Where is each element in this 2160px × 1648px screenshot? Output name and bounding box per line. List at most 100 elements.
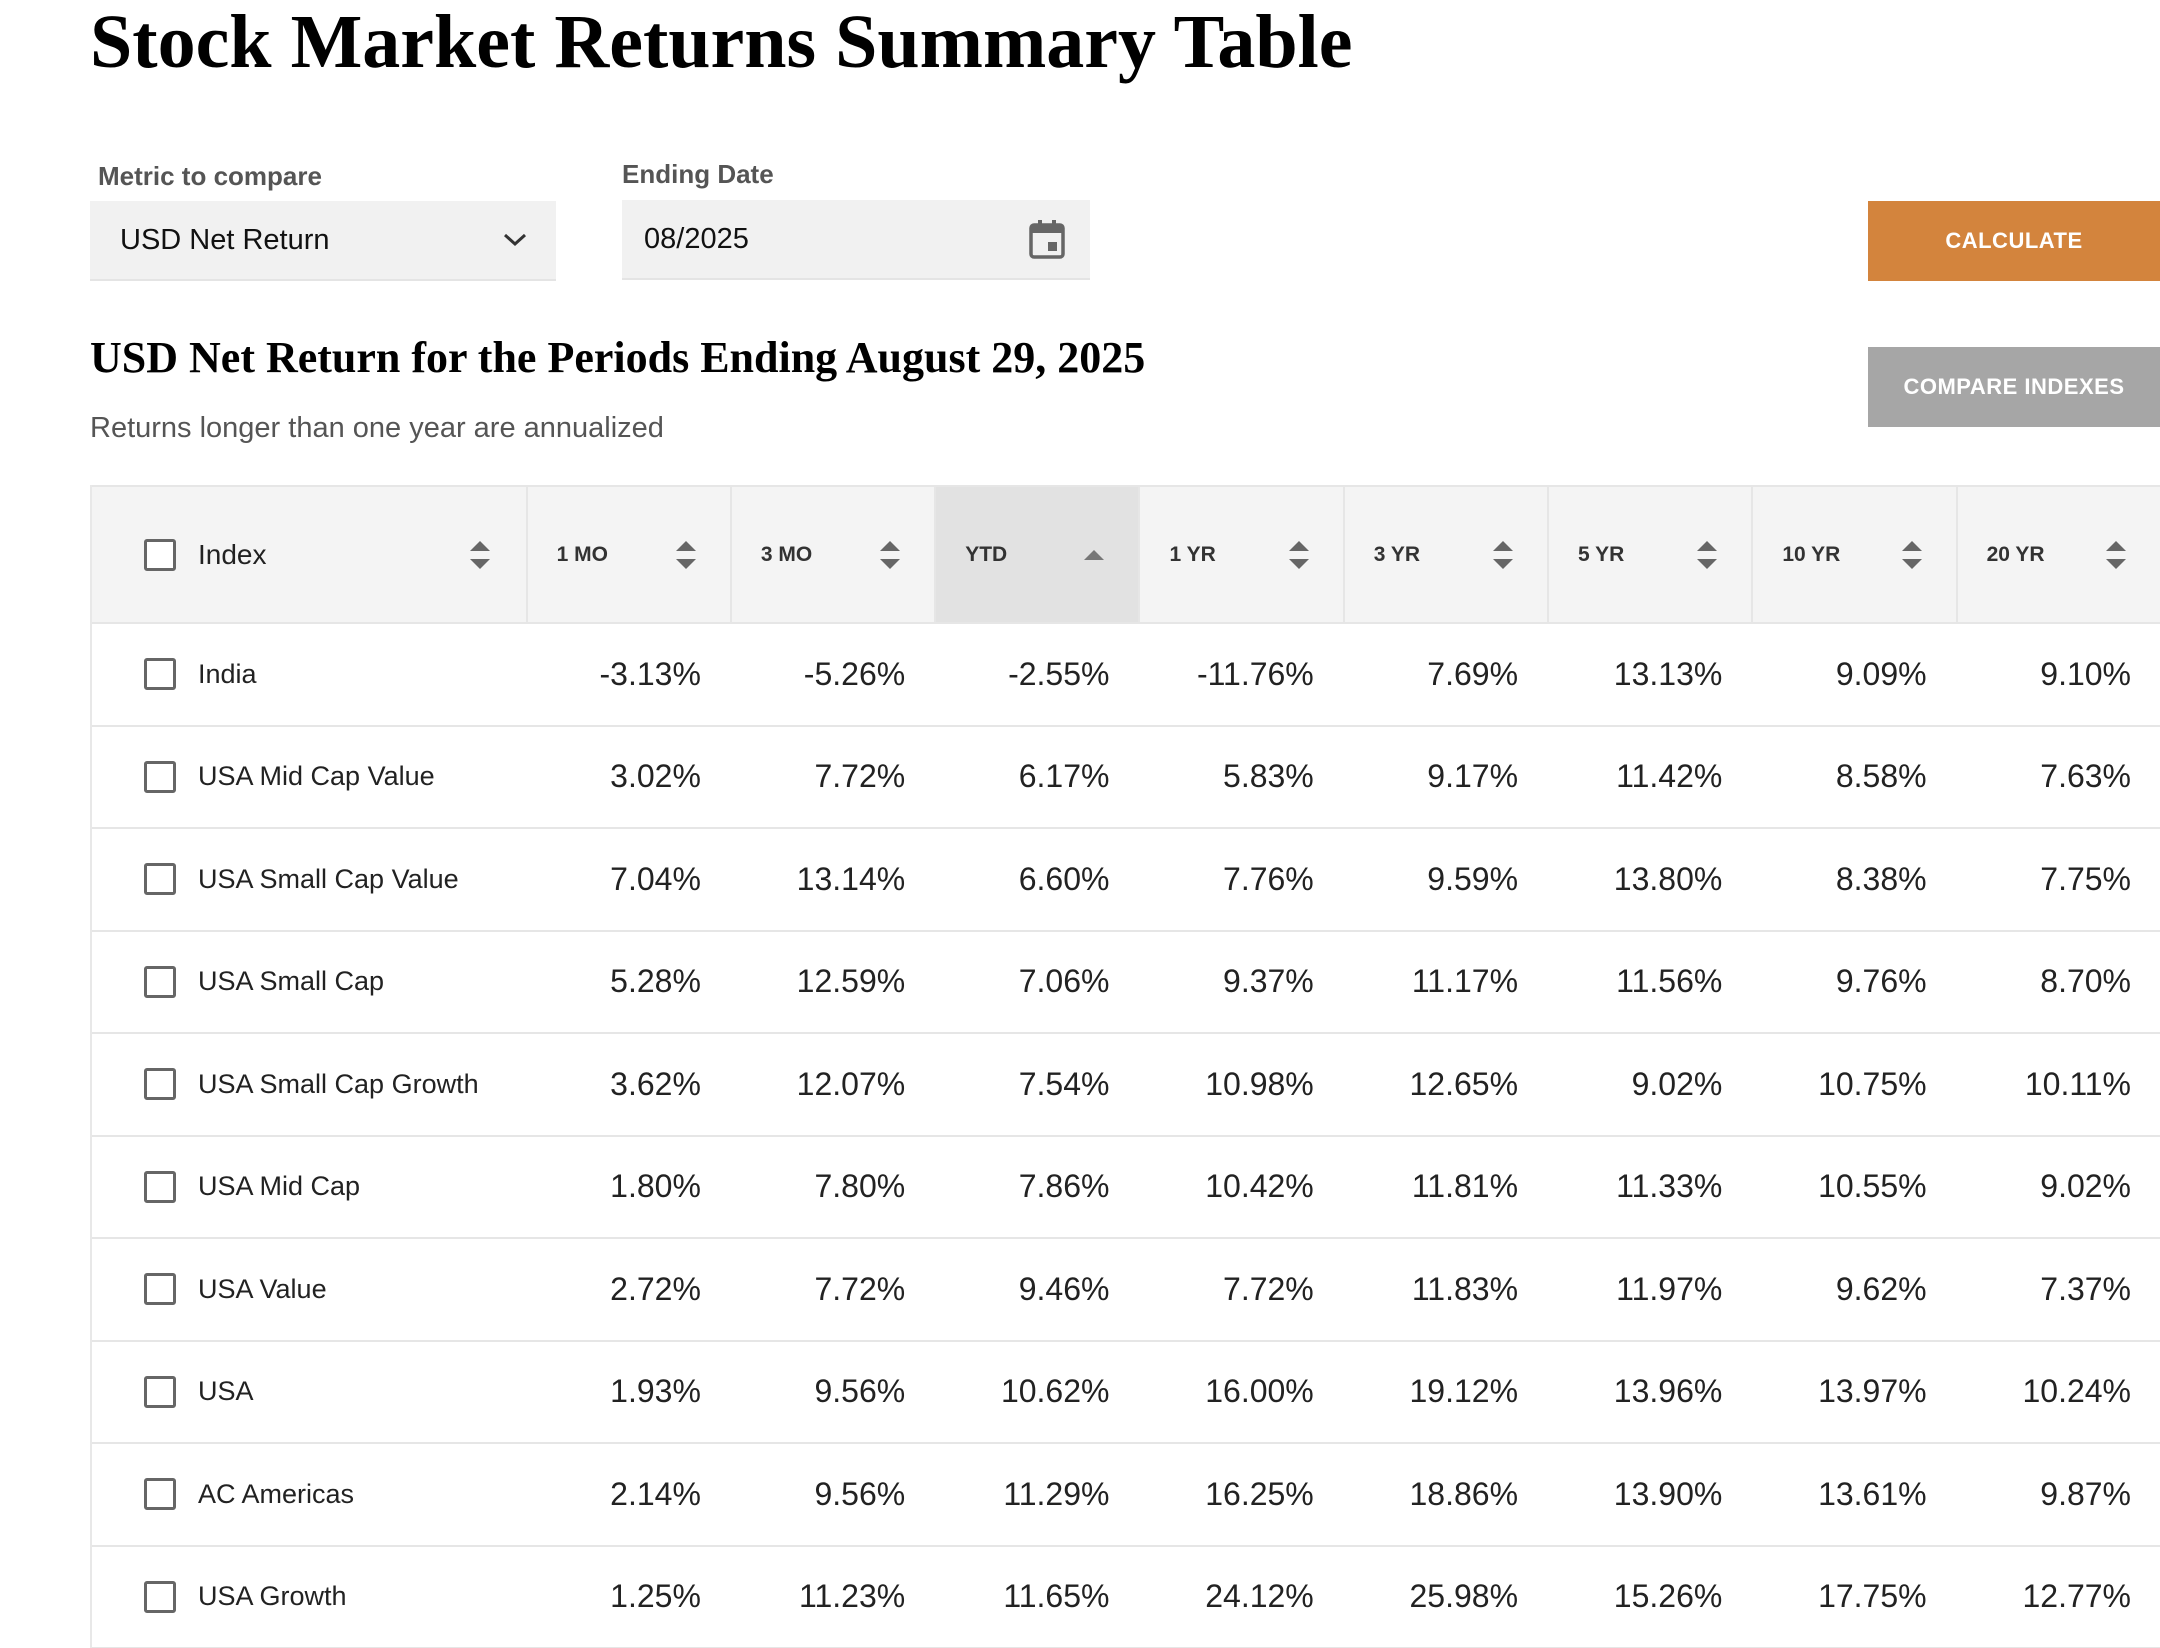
column-header-1-mo[interactable]: 1 MO [526, 485, 732, 624]
return-cell-10-yr: 9.09% [1835, 655, 1927, 692]
returns-table: Index 1 MO 3 MO YTD 1 YR 3 YR 5 YR 10 YR 20 YR I… [92, 485, 2160, 1648]
return-cell-3-mo: -5.26% [803, 655, 906, 692]
sort-icon[interactable] [870, 535, 910, 575]
sort-icon[interactable] [1483, 535, 1523, 575]
ending-date-value: 08/2025 [644, 222, 749, 255]
return-cell-ytd: 11.65% [1003, 1578, 1110, 1615]
return-cell-20-yr: 9.10% [2040, 655, 2131, 692]
return-cell-ytd: 10.62% [1000, 1373, 1110, 1410]
return-cell-3-yr: 7.69% [1427, 655, 1519, 692]
row-checkbox[interactable] [144, 1375, 176, 1408]
index-name: USA Growth [198, 1581, 347, 1612]
return-cell-ytd: 9.46% [1018, 1270, 1110, 1307]
return-cell-20-yr: 9.02% [2040, 1168, 2131, 1205]
return-cell-1-yr: -11.76% [1196, 655, 1314, 692]
column-header-ytd[interactable]: YTD [935, 485, 1141, 624]
section-subtitle: USD Net Return for the Periods Ending Au… [90, 333, 1146, 382]
return-cell-10-yr: 17.75% [1818, 1578, 1927, 1615]
index-cell: USA Mid Cap Value [92, 726, 527, 829]
row-checkbox[interactable] [144, 1170, 176, 1203]
sort-icon[interactable] [666, 535, 706, 575]
sort-icon[interactable] [460, 535, 500, 575]
return-cell-ytd: -2.55% [1008, 655, 1110, 692]
row-checkbox[interactable] [144, 1478, 176, 1511]
row-checkbox[interactable] [144, 1068, 176, 1101]
return-cell-1-mo: 1.80% [610, 1168, 701, 1205]
table-header-row: Index 1 MO 3 MO YTD 1 YR 3 YR 5 YR 10 YR 20 YR [92, 485, 2160, 624]
row-checkbox[interactable] [144, 658, 176, 691]
column-header-label: 3 YR [1373, 542, 1421, 566]
return-cell-1-yr: 7.72% [1223, 1270, 1314, 1307]
index-name: USA Small Cap Growth [198, 1068, 479, 1099]
index-cell: AC Americas [92, 1443, 527, 1546]
chevron-down-icon [500, 225, 530, 255]
return-cell-10-yr: 8.58% [1835, 758, 1927, 795]
return-cell-20-yr: 8.70% [2040, 963, 2131, 1000]
return-cell-1-yr: 10.42% [1205, 1168, 1314, 1205]
return-cell-3-mo: 11.23% [799, 1578, 906, 1615]
index-name: USA Small Cap Value [198, 863, 459, 894]
return-cell-5-yr: 13.96% [1613, 1373, 1723, 1410]
column-header-label: Index [198, 538, 267, 570]
row-checkbox[interactable] [144, 965, 176, 998]
column-header-label: 1 MO [556, 542, 608, 566]
sort-icon[interactable] [2096, 535, 2136, 575]
return-cell-3-yr: 19.12% [1409, 1373, 1519, 1410]
sort-ascending-icon[interactable] [1074, 535, 1114, 575]
return-cell-3-mo: 9.56% [814, 1475, 906, 1512]
column-header-1-yr[interactable]: 1 YR [1139, 485, 1345, 624]
index-name: USA Value [198, 1273, 327, 1304]
returns-table-container: Index 1 MO 3 MO YTD 1 YR 3 YR 5 YR 10 YR 20 YR I… [90, 485, 2160, 1648]
index-cell: USA Mid Cap [92, 1136, 527, 1239]
return-cell-1-mo: 2.72% [610, 1270, 701, 1307]
column-header-index[interactable]: Index [92, 485, 528, 624]
table-row: India -3.13% -5.26% -2.55% -11.76% 7.69% 13.13… [92, 623, 2160, 726]
return-cell-3-mo: 12.07% [796, 1065, 906, 1102]
compare-indexes-button[interactable]: COMPARE INDEXES [1868, 347, 2160, 427]
return-cell-10-yr: 9.76% [1835, 963, 1927, 1000]
return-cell-1-yr: 5.83% [1223, 758, 1314, 795]
return-cell-5-yr: 9.02% [1631, 1065, 1723, 1102]
return-cell-20-yr: 12.77% [2022, 1578, 2131, 1615]
sort-icon[interactable] [1279, 535, 1319, 575]
row-checkbox[interactable] [144, 1273, 176, 1306]
return-cell-5-yr: 11.97% [1616, 1270, 1723, 1307]
return-cell-5-yr: 13.13% [1613, 655, 1723, 692]
return-cell-1-yr: 10.98% [1205, 1065, 1314, 1102]
return-cell-10-yr: 10.75% [1818, 1065, 1927, 1102]
metric-label: Metric to compare [98, 161, 322, 191]
return-cell-3-yr: 12.65% [1409, 1065, 1519, 1102]
return-cell-1-mo: 5.28% [610, 963, 701, 1000]
return-cell-ytd: 6.60% [1018, 860, 1110, 897]
row-checkbox[interactable] [144, 760, 176, 793]
return-cell-ytd: 7.54% [1018, 1065, 1110, 1102]
return-cell-3-yr: 9.17% [1427, 758, 1519, 795]
sort-icon[interactable] [1687, 535, 1727, 575]
metric-select[interactable]: USD Net Return [90, 201, 556, 281]
column-header-10-yr[interactable]: 10 YR [1752, 485, 1958, 624]
calendar-icon[interactable] [1024, 216, 1070, 262]
column-header-5-yr[interactable]: 5 YR [1548, 485, 1754, 624]
return-cell-1-mo: 2.14% [610, 1475, 701, 1512]
return-cell-1-yr: 16.25% [1205, 1475, 1314, 1512]
index-cell: India [92, 623, 527, 726]
column-header-3-mo[interactable]: 3 MO [730, 485, 937, 624]
row-checkbox[interactable] [144, 863, 176, 896]
ending-date-input[interactable]: 08/2025 [622, 200, 1090, 280]
return-cell-1-mo: 7.04% [610, 860, 701, 897]
table-row: USA Small Cap 5.28% 12.59% 7.06% 9.37% 11.17%… [92, 931, 2160, 1033]
column-header-20-yr[interactable]: 20 YR [1956, 485, 2160, 624]
index-cell: USA [92, 1341, 527, 1444]
return-cell-5-yr: 11.33% [1616, 1168, 1723, 1205]
column-header-3-yr[interactable]: 3 YR [1343, 485, 1550, 624]
return-cell-1-mo: 3.02% [610, 758, 701, 795]
table-row: AC Americas 2.14% 9.56% 11.29% 16.25% 18.86% 1… [92, 1443, 2160, 1546]
return-cell-5-yr: 11.42% [1616, 758, 1723, 795]
sort-icon[interactable] [1892, 535, 1932, 575]
row-checkbox[interactable] [144, 1580, 176, 1613]
calculate-button[interactable]: CALCULATE [1868, 201, 2160, 281]
table-row: USA Small Cap Value 7.04% 13.14% 6.60% 7.76%… [92, 828, 2160, 931]
return-cell-3-yr: 11.83% [1411, 1270, 1519, 1307]
return-cell-3-yr: 18.86% [1409, 1475, 1519, 1512]
select-all-checkbox[interactable] [144, 538, 176, 571]
